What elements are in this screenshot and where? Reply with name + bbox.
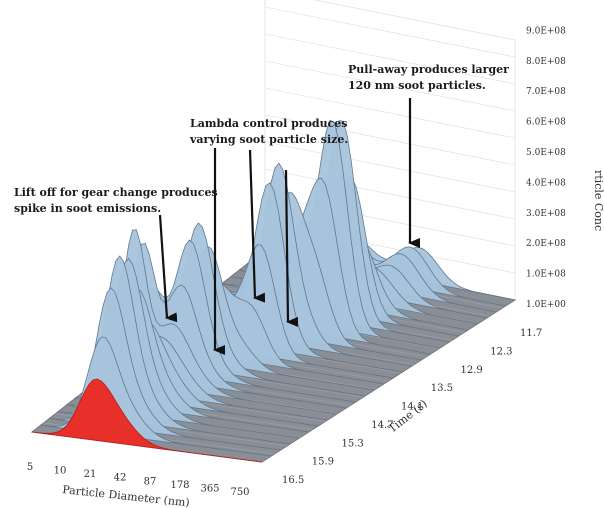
annotation-lambda-line2: varying soot particle size.	[189, 133, 348, 146]
annotation-gear-change-line1: Lift off for gear change produces	[14, 186, 218, 199]
x-tick-label: 21	[84, 469, 97, 480]
x-tick-label: 10	[54, 466, 67, 477]
annotation-arrows	[158, 98, 420, 355]
z-tick-label: 1.0E+00	[526, 300, 566, 310]
annotation-arrow	[158, 214, 178, 323]
z-tick-label: 4.0E+08	[526, 178, 566, 188]
z-tick-label: 5.0E+08	[526, 148, 566, 158]
time-tick-label: 11.7	[520, 328, 542, 339]
annotation-lambda-line1: Lambda control produces	[190, 117, 348, 130]
x-tick-label: 5	[27, 462, 33, 473]
z-tick-label: 2.0E+08	[526, 239, 566, 249]
ribbon-front-highlight	[31, 378, 263, 463]
annotation-arrow	[248, 149, 266, 303]
annotation-arrow	[284, 169, 299, 327]
time-tick-label: 15.9	[312, 457, 334, 468]
x-axis-labels: 5 10 21 42 87 178 365 750	[27, 462, 250, 498]
time-tick-label: 14.1	[401, 402, 423, 413]
z-tick-label: 7.0E+08	[526, 87, 566, 97]
x-tick-label: 178	[170, 480, 189, 491]
x-tick-label: 365	[200, 483, 219, 494]
z-tick-label: 9.0E+08	[526, 26, 566, 36]
z-tick-label: 1.0E+08	[526, 270, 566, 280]
time-tick-label: 15.3	[342, 438, 364, 449]
x-tick-label: 750	[230, 487, 249, 498]
x-tick-label: 42	[114, 473, 127, 484]
time-tick-label: 16.5	[282, 475, 304, 486]
time-tick-label: 13.5	[431, 383, 453, 394]
time-tick-label: 14.7	[371, 420, 393, 431]
time-tick-label: 12.3	[490, 346, 512, 357]
annotation-pullaway-line1: Pull-away produces larger	[348, 63, 509, 76]
z-tick-label: 6.0E+08	[526, 118, 566, 128]
z-tick-label: 8.0E+08	[526, 57, 566, 67]
z-tick-label: 3.0E+08	[526, 209, 566, 219]
time-tick-label: 12.9	[461, 365, 483, 376]
time-axis-labels: 11.7 12.3 12.9 13.5 14.1 14.7 15.3 15.9 16.5	[282, 328, 542, 486]
x-tick-label: 87	[144, 476, 157, 487]
surface-ribbons	[31, 119, 516, 463]
annotation-gear-change-line2: spike in soot emissions.	[14, 202, 161, 215]
z-axis-title: rticle Conc	[592, 170, 604, 231]
annotation-pullaway-line2: 120 nm soot particles.	[348, 79, 486, 92]
z-axis-labels: 1.0E+00 1.0E+08 2.0E+08 3.0E+08 4.0E+08 5.0E+…	[526, 26, 566, 310]
